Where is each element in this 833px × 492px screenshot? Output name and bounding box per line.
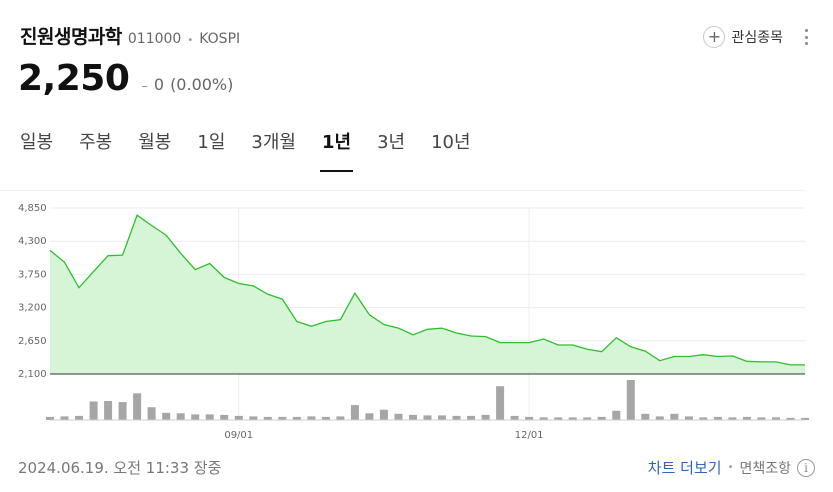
stock-code: 011000 (127, 31, 182, 47)
volume-bar (728, 417, 737, 420)
volume-bar (409, 414, 417, 420)
volume-bar (684, 416, 693, 420)
volume-bar (699, 417, 708, 420)
watchlist-label: 관심종목 (731, 30, 783, 46)
volume-bar (597, 416, 606, 420)
volume-bar (438, 415, 446, 420)
market-name: KOSPI (199, 31, 241, 47)
volume-bar (655, 416, 664, 420)
volume-bar (191, 414, 200, 420)
price-chart-svg: 4,850 4,300 3,750 3,200 2,650 2,100 09/01 12/01… (0, 190, 809, 441)
volume-bar (234, 415, 243, 420)
x-tick-label: 12/01 (515, 430, 544, 441)
volume-bar (670, 413, 679, 420)
current-price: 2,250 (18, 58, 130, 99)
more-options-icon[interactable] (801, 26, 811, 48)
x-tick-label: 09/01 (224, 430, 253, 441)
tab-5[interactable]: 1년 (319, 128, 354, 172)
volume-bar (583, 417, 592, 420)
disclaimer-link[interactable]: 면책조항 (739, 460, 791, 477)
volume-bar (496, 386, 505, 420)
volume-bar (118, 402, 127, 420)
volume-bar (60, 416, 69, 420)
tab-3[interactable]: 1일 (197, 132, 226, 153)
volume-bar (626, 380, 635, 420)
volume-bar (467, 415, 476, 420)
separator-dot: • (727, 462, 734, 473)
price-chart: 4,850 4,300 3,750 3,200 2,650 2,100 09/01 12/01… (0, 190, 833, 445)
period-tabs: 일봉 주봉 월봉 1일 3개월 1년 3년 10년 (20, 128, 497, 172)
volume-bar (742, 416, 751, 420)
volume-bar (75, 415, 83, 420)
tab-0[interactable]: 일봉 (20, 132, 54, 153)
volume-bar (525, 416, 534, 420)
volume-bar (176, 413, 185, 420)
stock-name: 진원생명과학 (20, 26, 122, 48)
volume-bar (278, 416, 287, 420)
volume-bar (394, 413, 403, 420)
volume-bar (539, 417, 548, 420)
volume-bar (104, 401, 113, 420)
y-tick-label: 4,300 (18, 236, 47, 247)
volume-bar (263, 416, 272, 420)
volume-bar (641, 413, 650, 420)
price-area (50, 215, 805, 374)
more-chart-link[interactable]: 차트 더보기 (647, 459, 722, 477)
volume-bar (379, 409, 388, 420)
volume-bar (365, 413, 374, 420)
no-change-icon: – (141, 79, 148, 94)
volume-bar (713, 416, 722, 420)
stock-header: 진원생명과학 011000 • KOSPI (20, 22, 240, 49)
volume-bar (147, 407, 156, 420)
volume-bar (452, 415, 461, 420)
volume-bar (554, 417, 563, 420)
volume-bar (46, 416, 54, 420)
volume-bar (350, 405, 359, 420)
volume-bar (568, 417, 577, 420)
volume-bar (162, 412, 171, 420)
volume-bar (801, 417, 809, 420)
volume-bar (321, 416, 330, 420)
y-tick-label: 4,850 (18, 203, 47, 214)
volume-bar (220, 414, 229, 420)
timestamp: 2024.06.19. 오전 11:33 장중 (18, 459, 222, 477)
volume-bar (612, 410, 621, 420)
info-icon[interactable]: i (797, 458, 815, 477)
volume-bar (292, 416, 301, 420)
volume-bar (89, 401, 98, 420)
y-tick-label: 2,100 (18, 369, 47, 380)
tab-4[interactable]: 3개월 (251, 132, 296, 153)
volume-bar (205, 414, 214, 420)
volume-bar (423, 415, 432, 420)
price-change: – 0 (0.00%) (141, 75, 233, 94)
volume-bar (481, 414, 490, 420)
volume-bar (510, 415, 519, 420)
footer-links: 차트 더보기 • 면책조항 i (648, 457, 815, 478)
volume-bar (786, 417, 795, 420)
volume-bar (307, 416, 316, 420)
y-tick-label: 2,650 (18, 336, 47, 347)
tab-1[interactable]: 주봉 (79, 132, 113, 153)
volume-bar (133, 393, 142, 420)
volume-bar (772, 417, 780, 420)
quote-row: 2,250 – 0 (0.00%) (18, 58, 233, 99)
change-percent: (0.00%) (170, 75, 234, 94)
tab-2[interactable]: 월봉 (138, 132, 172, 153)
volume-bar (757, 417, 766, 420)
y-tick-label: 3,750 (18, 269, 47, 280)
volume-bar (249, 416, 258, 420)
tab-7[interactable]: 10년 (431, 132, 471, 153)
plus-icon: + (703, 26, 726, 48)
separator-dot: • (187, 35, 194, 46)
volume-bar (336, 416, 345, 420)
y-tick-label: 3,200 (18, 303, 47, 314)
price-line (49, 214, 805, 366)
tab-6[interactable]: 3년 (377, 132, 406, 153)
add-watchlist-button[interactable]: + 관심종목 (703, 26, 783, 48)
chart-footer: 2024.06.19. 오전 11:33 장중 차트 더보기 • 면책조항 i (18, 457, 815, 478)
change-value: 0 (153, 75, 165, 94)
